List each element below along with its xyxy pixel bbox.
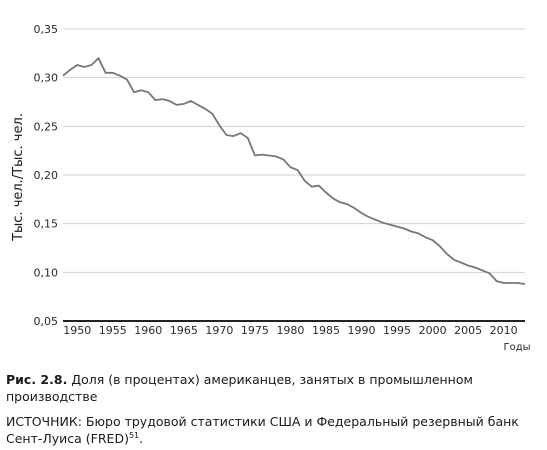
y-tick-label: 0,25 xyxy=(34,120,59,133)
x-tick-label: 1990 xyxy=(348,324,376,337)
y-tick-label: 0,30 xyxy=(34,72,59,85)
y-axis-title: Тыс. чел./Тыс. чел. xyxy=(11,113,26,242)
y-tick-label: 0,05 xyxy=(34,315,59,328)
x-tick-label: 1950 xyxy=(63,324,91,337)
x-tick-label: 1970 xyxy=(205,324,233,337)
grid-lines xyxy=(63,28,525,273)
x-tick-label: 1960 xyxy=(134,324,162,337)
x-axis-title: Годы xyxy=(503,342,530,353)
x-tick-label: 2010 xyxy=(490,324,518,337)
y-axis-ticks: 0,05 0,10 0,15 0,20 0,25 0,30 0,35 xyxy=(34,23,59,328)
line-chart: 0,05 0,10 0,15 0,20 0,25 0,30 0,35 1950 1955 196… xyxy=(11,23,531,353)
x-tick-label: 2000 xyxy=(419,324,447,337)
source-text: ИСТОЧНИК: Бюро трудовой статистики США и… xyxy=(6,414,519,446)
figure-caption: Рис. 2.8. Доля (в процентах) американцев… xyxy=(6,371,542,405)
x-tick-label: 1980 xyxy=(276,324,304,337)
footnote-number: 51 xyxy=(128,430,140,440)
x-tick-label: 1995 xyxy=(383,324,411,337)
x-tick-label: 1955 xyxy=(99,324,127,337)
x-tick-label: 1975 xyxy=(241,324,269,337)
y-tick-label: 0,20 xyxy=(34,169,59,182)
y-tick-label: 0,35 xyxy=(34,23,59,36)
x-tick-label: 1965 xyxy=(170,324,198,337)
source-note: ИСТОЧНИК: Бюро трудовой статистики США и… xyxy=(6,414,519,446)
figure-caption-text: Доля (в процентах) американцев, занятых … xyxy=(6,372,473,404)
x-tick-label: 2005 xyxy=(454,324,482,337)
series-line xyxy=(62,57,526,285)
figure-label: Рис. 2.8. xyxy=(6,372,68,387)
x-axis-ticks: 1950 1955 1960 1965 1970 1975 1980 1985 1990 1995… xyxy=(63,324,517,337)
y-tick-label: 0,15 xyxy=(34,218,59,231)
x-tick-label: 1985 xyxy=(312,324,340,337)
y-tick-label: 0,10 xyxy=(34,266,59,279)
